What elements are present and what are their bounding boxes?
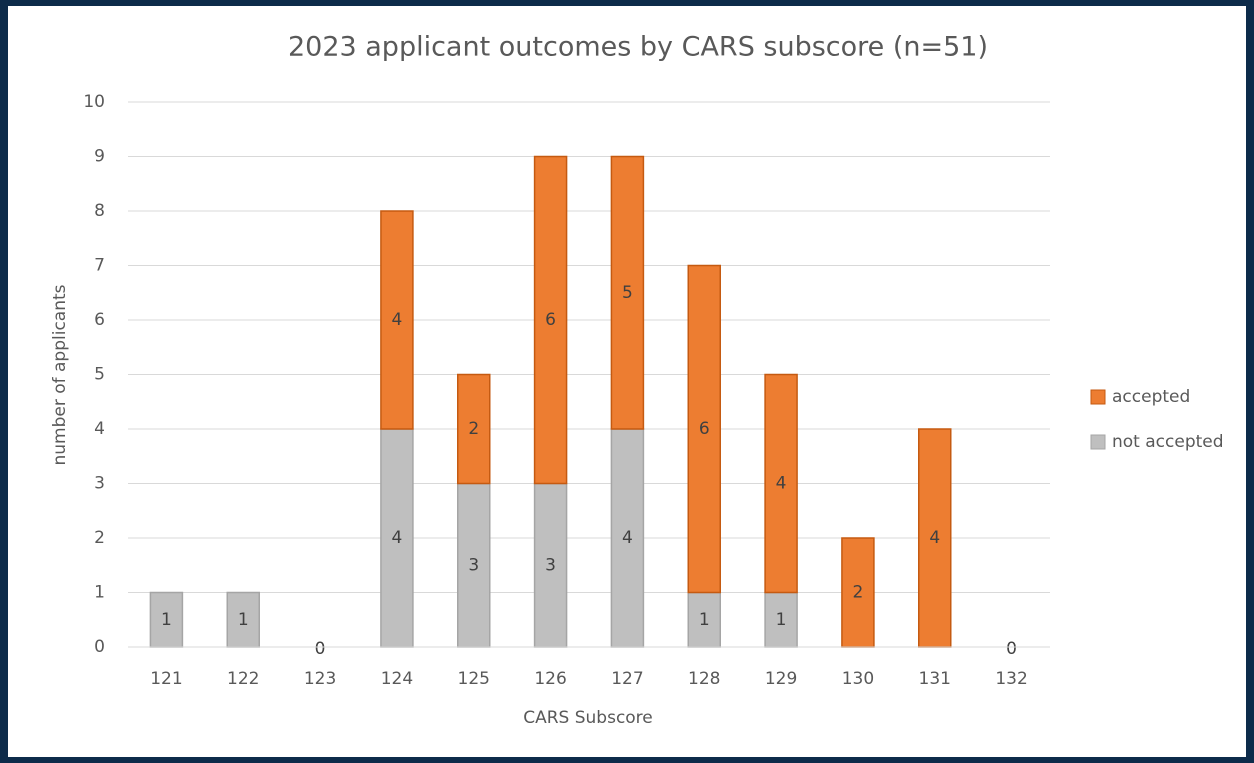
bar-segment xyxy=(533,155,568,485)
data-label: 1 xyxy=(699,610,710,630)
x-tick-label: 121 xyxy=(150,669,182,689)
data-label: 6 xyxy=(699,419,710,439)
x-tick-label: 129 xyxy=(765,669,797,689)
bar-segment xyxy=(457,373,491,485)
x-tick-label: 130 xyxy=(842,669,874,689)
data-label: 4 xyxy=(929,528,940,548)
bar-segment xyxy=(764,373,798,594)
data-label: 1 xyxy=(161,610,172,630)
data-label: 5 xyxy=(622,283,633,303)
x-tick-label: 122 xyxy=(227,669,259,689)
legend-label: not accepted xyxy=(1112,432,1224,452)
legend-swatch xyxy=(1090,389,1106,405)
bar-segment xyxy=(457,482,491,648)
x-tick-label: 131 xyxy=(919,669,951,689)
data-label: 3 xyxy=(468,555,479,575)
bar-segment xyxy=(610,155,645,430)
x-tick-label: 123 xyxy=(304,669,336,689)
data-label: 0 xyxy=(315,639,326,659)
data-label: 1 xyxy=(238,610,249,630)
data-label: 1 xyxy=(776,610,787,630)
y-tick-label: 10 xyxy=(83,92,105,112)
y-axis-title: number of applicants xyxy=(50,284,70,465)
y-tick-label: 4 xyxy=(94,419,105,439)
y-tick-label: 5 xyxy=(94,365,105,385)
legend-swatch xyxy=(1090,434,1106,450)
y-tick-label: 8 xyxy=(94,201,105,221)
bar-segment xyxy=(687,264,721,594)
x-tick-label: 132 xyxy=(995,669,1027,689)
data-label: 2 xyxy=(853,583,864,603)
data-label: 6 xyxy=(545,310,556,330)
x-tick-label: 128 xyxy=(688,669,720,689)
data-label: 0 xyxy=(1006,639,1017,659)
data-label: 4 xyxy=(392,528,403,548)
bar-segment xyxy=(380,428,414,648)
x-tick-label: 125 xyxy=(458,669,490,689)
bar-segment xyxy=(226,591,260,648)
x-tick-label: 127 xyxy=(611,669,643,689)
data-label: 3 xyxy=(545,555,556,575)
bar-segment xyxy=(380,210,414,430)
bar-segment xyxy=(533,482,568,648)
x-tick-label: 126 xyxy=(534,669,566,689)
y-tick-label: 0 xyxy=(94,637,105,657)
bar-segment xyxy=(610,428,645,648)
data-label: 2 xyxy=(468,419,479,439)
bar-segment xyxy=(918,428,952,648)
bar-segment xyxy=(841,537,875,648)
y-tick-label: 7 xyxy=(94,256,105,276)
y-tick-label: 9 xyxy=(94,147,105,167)
data-label: 4 xyxy=(392,310,403,330)
legend-label: accepted xyxy=(1112,387,1190,407)
data-label: 4 xyxy=(622,528,633,548)
y-tick-label: 3 xyxy=(94,474,105,494)
y-tick-label: 1 xyxy=(94,583,105,603)
y-tick-label: 2 xyxy=(94,528,105,548)
x-tick-label: 124 xyxy=(381,669,413,689)
x-axis-title: CARS Subscore xyxy=(523,708,653,728)
data-label: 4 xyxy=(776,474,787,494)
chart-title: 2023 applicant outcomes by CARS subscore… xyxy=(288,32,988,63)
y-tick-label: 6 xyxy=(94,310,105,330)
